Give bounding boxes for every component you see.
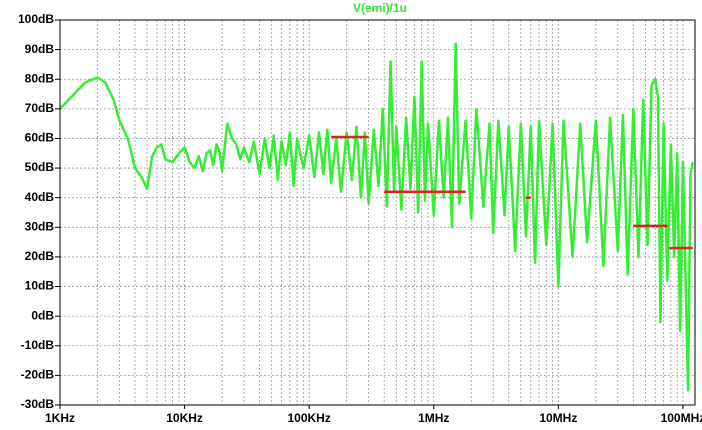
y-tick-label: 20dB bbox=[25, 249, 55, 263]
x-tick-label: 1MHz bbox=[418, 411, 449, 425]
x-tick-label: 10MHz bbox=[539, 411, 577, 425]
x-tick-label: 1KHz bbox=[45, 411, 75, 425]
y-tick-label: 80dB bbox=[25, 71, 55, 85]
y-tick-label: 60dB bbox=[25, 131, 55, 145]
plot-border bbox=[59, 19, 696, 406]
x-tick-label: 10KHz bbox=[166, 411, 203, 425]
y-tick-label: 90dB bbox=[25, 42, 55, 56]
y-tick-label: 0dB bbox=[31, 308, 54, 322]
y-tick-label: 10dB bbox=[25, 279, 55, 293]
x-tick-label: 100MHz bbox=[661, 411, 702, 425]
y-tick-label: -10dB bbox=[21, 338, 55, 352]
chart-title: V(emi)/1u bbox=[353, 1, 407, 15]
series-line bbox=[60, 42, 695, 392]
y-tick-label: 50dB bbox=[25, 160, 55, 174]
y-tick-label: 70dB bbox=[25, 101, 55, 115]
y-tick-label: -20dB bbox=[21, 368, 55, 382]
x-tick-label: 100KHz bbox=[287, 411, 330, 425]
y-tick-label: -30dB bbox=[21, 397, 55, 411]
series-group bbox=[60, 42, 695, 392]
y-tick-label: 100dB bbox=[18, 12, 54, 26]
y-tick-label: 30dB bbox=[25, 219, 55, 233]
y-tick-label: 40dB bbox=[25, 190, 55, 204]
